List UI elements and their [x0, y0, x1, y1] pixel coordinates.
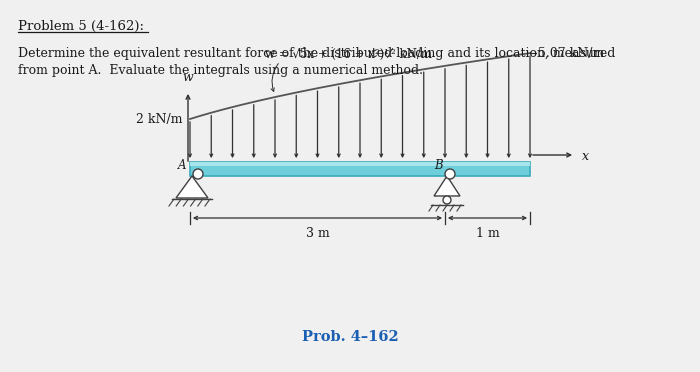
Polygon shape [434, 176, 460, 196]
Text: w = √5x + (16 + x²)¹⁄² kN/m: w = √5x + (16 + x²)¹⁄² kN/m [265, 48, 432, 61]
Text: 3 m: 3 m [306, 227, 330, 240]
Polygon shape [176, 176, 208, 198]
Text: B: B [435, 159, 443, 172]
Text: Problem 5 (4-162):: Problem 5 (4-162): [18, 20, 144, 33]
Text: 1 m: 1 m [475, 227, 499, 240]
Circle shape [445, 169, 455, 179]
Text: x: x [582, 151, 589, 164]
Text: A: A [178, 159, 186, 172]
Circle shape [443, 196, 451, 204]
Text: w: w [183, 71, 193, 84]
Text: 2 kN/m: 2 kN/m [136, 112, 182, 125]
Text: Determine the equivalent resultant force of the distributed loading and its loca: Determine the equivalent resultant force… [18, 47, 615, 60]
Text: 5.07 kN/m: 5.07 kN/m [538, 46, 604, 60]
Circle shape [193, 169, 203, 179]
Text: from point A.  Evaluate the integrals using a numerical method.: from point A. Evaluate the integrals usi… [18, 64, 423, 77]
Polygon shape [190, 162, 530, 176]
Text: Prob. 4–162: Prob. 4–162 [302, 330, 398, 344]
Polygon shape [190, 162, 530, 166]
